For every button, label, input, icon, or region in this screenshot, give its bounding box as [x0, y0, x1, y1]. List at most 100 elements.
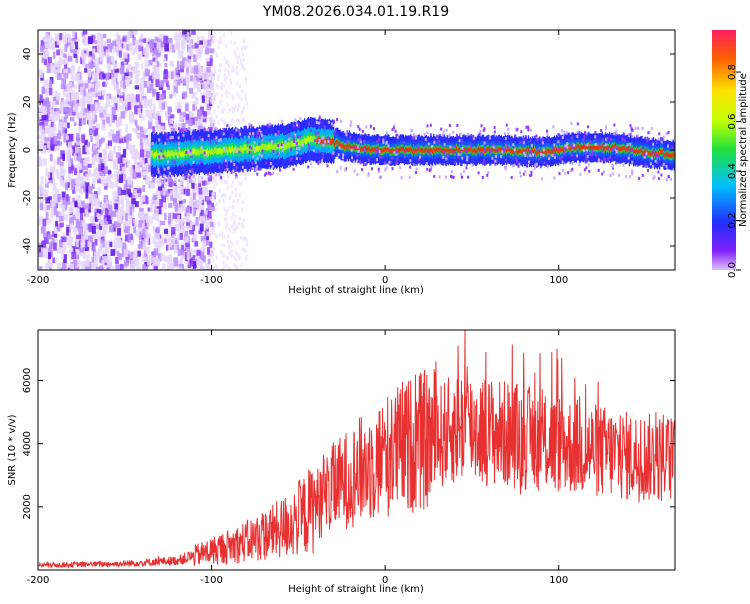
spectrogram-ridge-cell — [573, 146, 575, 151]
spectrogram-ridge-speckle — [585, 157, 588, 161]
spectrogram-ridge-speckle — [191, 135, 194, 139]
spectrogram-noise-cell — [198, 121, 202, 130]
spectrogram-noise-cell — [111, 134, 116, 141]
spectrogram-ridge-cell — [526, 151, 529, 156]
spectrogram-ridge-cell — [459, 146, 461, 151]
spectrogram-noise-cell — [241, 200, 244, 205]
spectrogram-noise-cell — [186, 212, 191, 222]
spectrogram-ridge-cell — [642, 151, 644, 156]
spectrogram-noise-cell — [58, 129, 63, 136]
spectrogram-noise-cell — [113, 161, 118, 170]
spectrogram-noise-cell — [121, 58, 127, 65]
spectrogram-noise-cell — [76, 113, 82, 119]
spectrogram-noise-cell — [161, 263, 166, 270]
spectrogram-ridge-cell — [662, 149, 664, 155]
spectrogram-ridge-speckle — [571, 167, 574, 171]
spectrogram-noise-cell — [142, 47, 148, 55]
spectrogram-ridge-speckle — [518, 162, 521, 166]
spectrogram-noise-cell — [107, 219, 112, 224]
spectrogram-noise-cell — [94, 93, 98, 98]
spectrogram-ridge-cell — [407, 148, 409, 153]
spectrogram-ridge-cell — [182, 150, 184, 157]
spectrogram-noise-cell — [160, 220, 166, 226]
spectrogram-ridge-speckle — [636, 133, 639, 137]
spectrogram-noise-cell — [43, 145, 47, 154]
spectrogram-ridge-cell — [594, 145, 596, 150]
spectrogram-ridge-cell — [502, 148, 505, 153]
spectrogram-noise-cell — [106, 55, 110, 64]
spectrogram-ridge-cell — [315, 138, 317, 145]
spectrogram-noise-cell — [197, 50, 203, 59]
spectrogram-ridge-speckle — [449, 145, 452, 149]
spectrogram-ridge-speckle — [446, 154, 449, 158]
spectrogram-noise-cell — [134, 192, 139, 200]
spectrogram-noise-cell — [122, 174, 127, 180]
spectrogram-noise-cell — [157, 178, 162, 187]
spectrogram-noise-cell — [155, 120, 159, 127]
spectrogram-ridge-speckle — [513, 148, 516, 152]
spectrogram-noise-cell — [196, 35, 200, 45]
spectrogram-ridge-speckle — [256, 156, 259, 160]
spectrogram-noise-cell — [114, 182, 118, 188]
spectrogram-noise-cell — [152, 90, 156, 97]
spectrogram-noise-cell — [121, 242, 127, 251]
spectrogram-ridge-cell — [410, 146, 412, 151]
spectrogram-noise-cell — [238, 95, 241, 100]
spectrogram-ridge-speckle — [622, 132, 625, 136]
spectrogram-ridge-speckle — [433, 140, 436, 144]
spectrogram-noise-cell — [114, 68, 120, 73]
spectrogram-noise-cell — [96, 224, 99, 230]
spectrogram-noise-cell — [87, 36, 93, 45]
spectrogram-noise-cell — [167, 106, 172, 116]
spectrogram-noise-cell — [217, 222, 220, 227]
spectrogram-ridge-speckle — [477, 171, 480, 175]
spectrogram-ridge-cell — [442, 149, 444, 154]
spectrogram-ridge-speckle — [189, 150, 192, 154]
spectrogram-ridge-cell — [330, 139, 333, 146]
spectrogram-noise-cell — [64, 213, 68, 221]
spectrogram-ridge-speckle — [512, 164, 515, 168]
spectrogram-noise-cell — [159, 126, 165, 135]
spectrogram-ridge-speckle — [613, 123, 616, 127]
spectrogram-noise-cell — [197, 224, 202, 231]
spectrogram-noise-cell — [136, 266, 141, 270]
spectrogram-ridge-cell — [207, 148, 209, 155]
spectrogram-noise-cell — [134, 105, 140, 112]
spectrogram-noise-cell — [206, 196, 211, 203]
spectrogram-noise-cell — [76, 133, 80, 140]
spectrogram-noise-cell — [87, 68, 91, 78]
spectrogram-ridge-cell — [172, 150, 174, 157]
spectrogram-noise-cell — [191, 210, 195, 218]
spectrogram-noise-cell — [243, 67, 246, 72]
spectrogram-noise-cell — [119, 207, 124, 216]
spectrogram-ridge-cell — [338, 142, 340, 147]
spectrogram-noise-cell — [63, 107, 66, 113]
spectrogram-ridge-speckle — [238, 150, 241, 154]
spectrogram-noise-cell — [163, 57, 167, 63]
spectrogram-noise-cell — [94, 259, 99, 265]
spectrogram-ridge-speckle — [529, 173, 532, 177]
spectrogram-noise-cell — [100, 43, 103, 53]
spectrogram-noise-cell — [99, 34, 105, 39]
spectrogram-noise-cell — [101, 205, 106, 213]
spectrogram-noise-cell — [176, 73, 182, 81]
spectrogram-noise-cell — [98, 269, 102, 270]
spectrogram-ridge-speckle — [409, 159, 412, 163]
spectrogram-noise-cell — [215, 92, 218, 97]
spectrogram-noise-cell — [165, 110, 169, 119]
spectrogram-noise-cell — [216, 83, 219, 88]
spectrogram-noise-cell — [182, 91, 188, 98]
spectrogram-noise-cell — [127, 101, 132, 110]
spectrogram-ridge-speckle — [510, 175, 513, 179]
spectrogram-noise-cell — [215, 265, 218, 270]
spectrogram-ridge-cell — [475, 149, 478, 154]
spectrogram-ridge-cell — [351, 146, 354, 151]
spectrogram-ridge-cell — [641, 148, 643, 153]
spectrogram-noise-cell — [112, 145, 116, 154]
spectrogram-noise-cell — [142, 264, 146, 270]
spectrogram-noise-cell — [206, 39, 212, 48]
spectrogram-noise-cell — [107, 113, 111, 118]
spectrogram-ridge-speckle — [292, 135, 295, 139]
spectrogram-noise-cell — [235, 257, 238, 262]
spectrogram-noise-cell — [45, 172, 51, 178]
